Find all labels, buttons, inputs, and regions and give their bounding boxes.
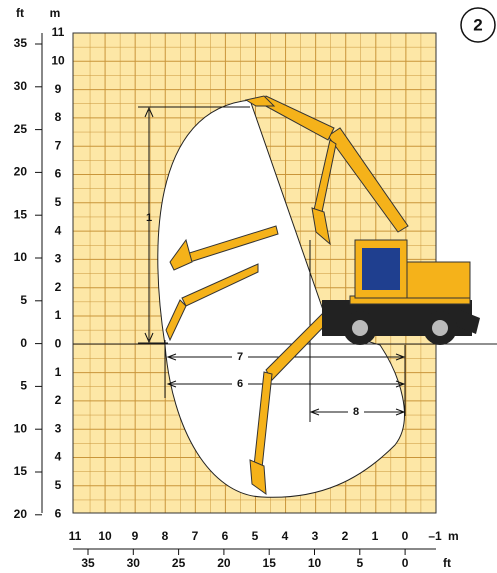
badge: 2 <box>473 15 482 34</box>
working-range-diagram: 2 ft m m ft 1 6 7 8 35302520151050510152… <box>0 0 497 573</box>
unit-label: ft <box>443 556 451 570</box>
unit-label: m <box>448 529 459 543</box>
unit-label: m <box>50 6 61 20</box>
m-label: 5 <box>55 195 62 209</box>
dimension-label: 8 <box>353 406 359 418</box>
ft-label: 20 <box>14 165 28 179</box>
m-label: 1 <box>55 308 62 322</box>
hub <box>352 320 368 336</box>
ft-label: 10 <box>308 556 322 570</box>
m-label: 0 <box>55 336 62 350</box>
m-label: 7 <box>55 138 62 152</box>
m-label: 1 <box>372 529 379 543</box>
m-label: 7 <box>192 529 199 543</box>
m-label: 0 <box>402 529 409 543</box>
m-label: 2 <box>342 529 349 543</box>
ft-label: 0 <box>20 336 27 350</box>
m-label: 3 <box>55 252 62 266</box>
m-label: 8 <box>162 529 169 543</box>
ft-label: 15 <box>14 464 28 478</box>
ft-label: 20 <box>217 556 231 570</box>
m-label: –1 <box>428 529 442 543</box>
ft-label: 35 <box>14 36 28 50</box>
ft-label: 10 <box>14 421 28 435</box>
m-label: 11 <box>69 529 82 543</box>
ft-label: 15 <box>263 556 277 570</box>
ft-label: 10 <box>14 250 28 264</box>
ft-label: 25 <box>172 556 186 570</box>
m-label: 2 <box>55 280 62 294</box>
ft-label: 25 <box>14 122 28 136</box>
ft-label: 30 <box>127 556 141 570</box>
m-label: 3 <box>312 529 319 543</box>
dimension-label: 6 <box>237 378 243 390</box>
m-label: 4 <box>55 450 62 464</box>
m-label: 4 <box>55 223 62 237</box>
dimension-label: 7 <box>237 351 243 363</box>
ft-label: 20 <box>14 507 28 521</box>
dimension-label: 1 <box>146 212 152 224</box>
ft-label: 0 <box>402 556 409 570</box>
ft-label: 5 <box>20 379 27 393</box>
ft-label: 30 <box>14 79 28 93</box>
m-label: 10 <box>51 53 65 67</box>
m-label: 4 <box>282 529 289 543</box>
m-label: 5 <box>55 478 62 492</box>
engine-cover <box>405 262 470 298</box>
m-label: 6 <box>55 506 62 520</box>
m-label: 9 <box>55 82 62 96</box>
m-label: 6 <box>55 167 62 181</box>
m-label: 3 <box>55 421 62 435</box>
m-label: 2 <box>55 393 62 407</box>
ft-label: 5 <box>356 556 363 570</box>
m-label: 11 <box>52 25 65 39</box>
ft-label: 35 <box>81 556 95 570</box>
m-label: 1 <box>55 365 62 379</box>
ft-label: 5 <box>20 293 27 307</box>
m-label: 6 <box>222 529 229 543</box>
m-label: 5 <box>252 529 259 543</box>
m-label: 10 <box>98 529 112 543</box>
ft-label: 15 <box>14 207 28 221</box>
m-label: 9 <box>132 529 139 543</box>
cab-window <box>362 248 400 290</box>
m-label: 8 <box>55 110 62 124</box>
unit-label: ft <box>16 6 24 20</box>
hub <box>432 320 448 336</box>
